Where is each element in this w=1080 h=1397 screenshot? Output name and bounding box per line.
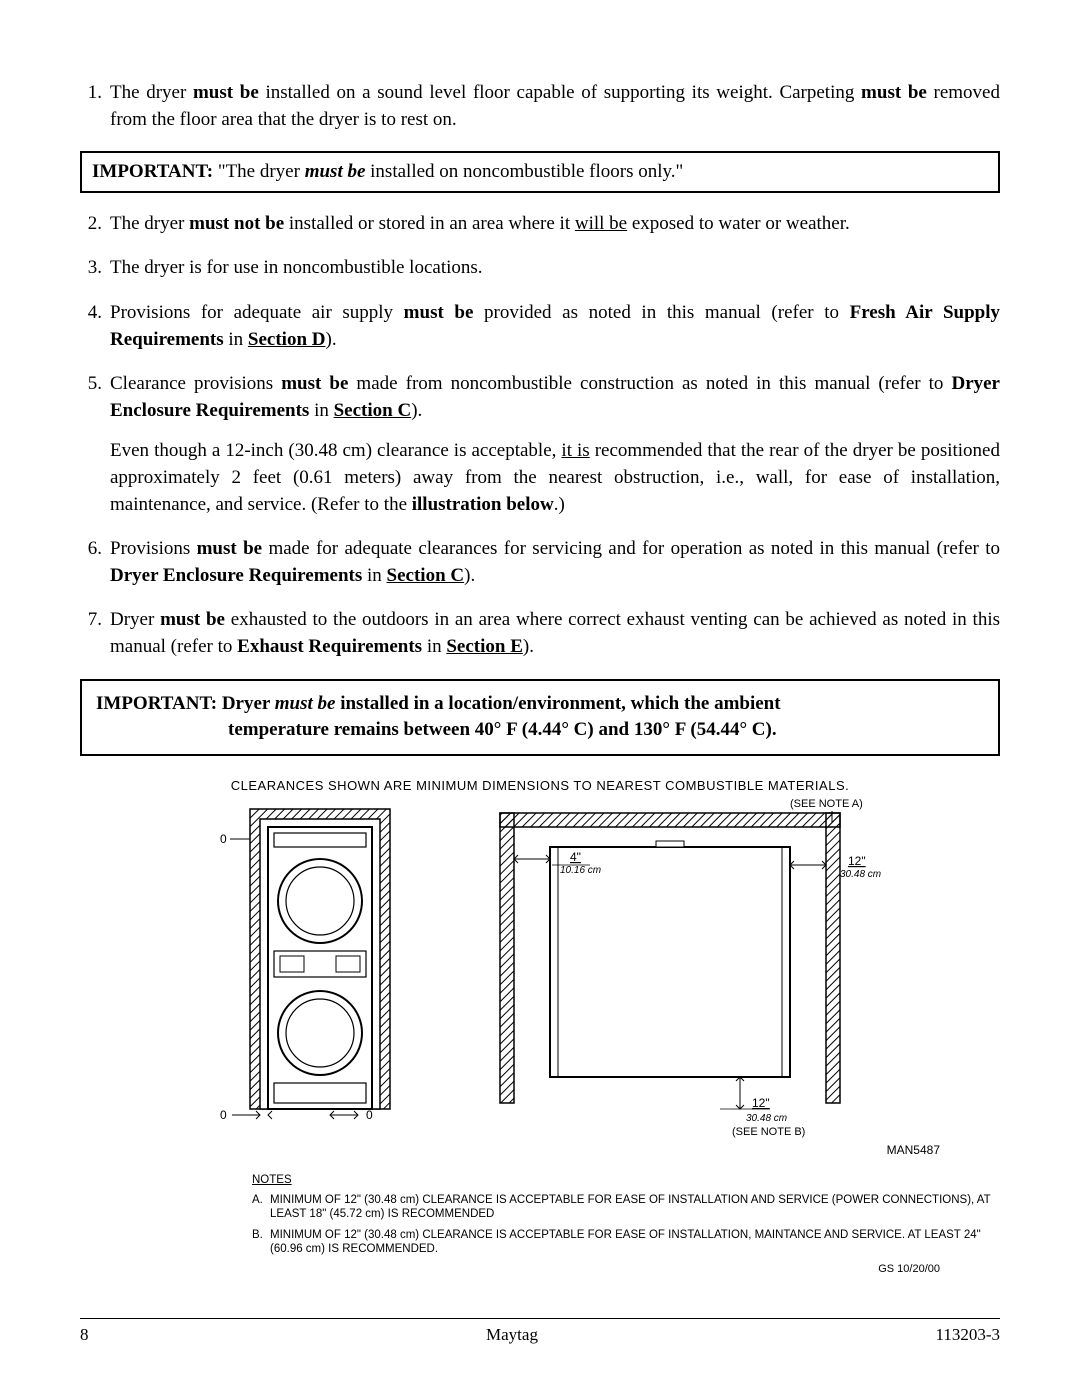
svg-text:30.48 cm: 30.48 cm [746, 1113, 787, 1124]
svg-text:0: 0 [220, 1108, 227, 1122]
instruction-list: 1. The dryer must be installed on a soun… [80, 80, 1000, 133]
clearance-diagram: 0 0 0 (SEE NOTE A) [180, 799, 900, 1139]
page-content: 1. The dryer must be installed on a soun… [80, 80, 1000, 1275]
list-number: 5. [80, 371, 110, 518]
list-item-5: 5. Clearance provisions must be made fro… [80, 371, 1000, 518]
revision-date: GS 10/20/00 [80, 1263, 1000, 1275]
list-item-7: 7. Dryer must be exhausted to the outdoo… [80, 607, 1000, 660]
list-item-3: 3. The dryer is for use in noncombustibl… [80, 255, 1000, 282]
svg-text:10.16 cm: 10.16 cm [560, 865, 601, 876]
list-text: Dryer must be exhausted to the outdoors … [110, 607, 1000, 660]
brand-name: Maytag [486, 1325, 538, 1345]
list-item-4: 4. Provisions for adequate air supply mu… [80, 300, 1000, 353]
note-a: A. MINIMUM OF 12" (30.48 cm) CLEARANCE I… [252, 1193, 1000, 1222]
page-number: 8 [80, 1325, 89, 1345]
svg-text:12": 12" [848, 854, 866, 868]
list-item-6: 6. Provisions must be made for adequate … [80, 536, 1000, 589]
list-text: The dryer is for use in noncombustible l… [110, 255, 1000, 282]
document-number: 113203-3 [935, 1325, 1000, 1345]
important-label: IMPORTANT: [96, 693, 217, 714]
note-b: B. MINIMUM OF 12" (30.48 cm) CLEARANCE I… [252, 1228, 1000, 1257]
notes-area: NOTES A. MINIMUM OF 12" (30.48 cm) CLEAR… [80, 1173, 1000, 1257]
list-item-2: 2. The dryer must not be installed or st… [80, 211, 1000, 238]
svg-text:12": 12" [752, 1096, 770, 1110]
list-text: The dryer must not be installed or store… [110, 211, 1000, 238]
important-label: IMPORTANT: [92, 161, 213, 182]
list-text: The dryer must be installed on a sound l… [110, 80, 1000, 133]
svg-text:30.48 cm: 30.48 cm [840, 869, 881, 880]
diagram-caption: CLEARANCES SHOWN ARE MINIMUM DIMENSIONS … [80, 778, 1000, 793]
list-text: Provisions must be made for adequate cle… [110, 536, 1000, 589]
list-number: 6. [80, 536, 110, 589]
svg-text:0: 0 [366, 1108, 373, 1122]
svg-text:4": 4" [570, 850, 581, 864]
page-footer: 8 Maytag 113203-3 [80, 1318, 1000, 1345]
list-number: 7. [80, 607, 110, 660]
instruction-list-cont: 2. The dryer must not be installed or st… [80, 211, 1000, 661]
list-number: 3. [80, 255, 110, 282]
list-item-1: 1. The dryer must be installed on a soun… [80, 80, 1000, 133]
list-number: 4. [80, 300, 110, 353]
svg-text:(SEE NOTE B): (SEE NOTE B) [732, 1126, 805, 1138]
important-box-2: IMPORTANT: Dryer must be installed in a … [80, 679, 1000, 756]
important-box-1: IMPORTANT: "The dryer must be installed … [80, 151, 1000, 193]
man-number: MAN5487 [80, 1143, 1000, 1157]
svg-text:(SEE NOTE A): (SEE NOTE A) [790, 799, 863, 810]
list-number: 2. [80, 211, 110, 238]
notes-title: NOTES [252, 1173, 1000, 1187]
svg-text:0: 0 [220, 832, 227, 846]
diagram-area: 0 0 0 (SEE NOTE A) [80, 799, 1000, 1139]
list-number: 1. [80, 80, 110, 133]
list-text: Clearance provisions must be made from n… [110, 371, 1000, 518]
list-text: Provisions for adequate air supply must … [110, 300, 1000, 353]
